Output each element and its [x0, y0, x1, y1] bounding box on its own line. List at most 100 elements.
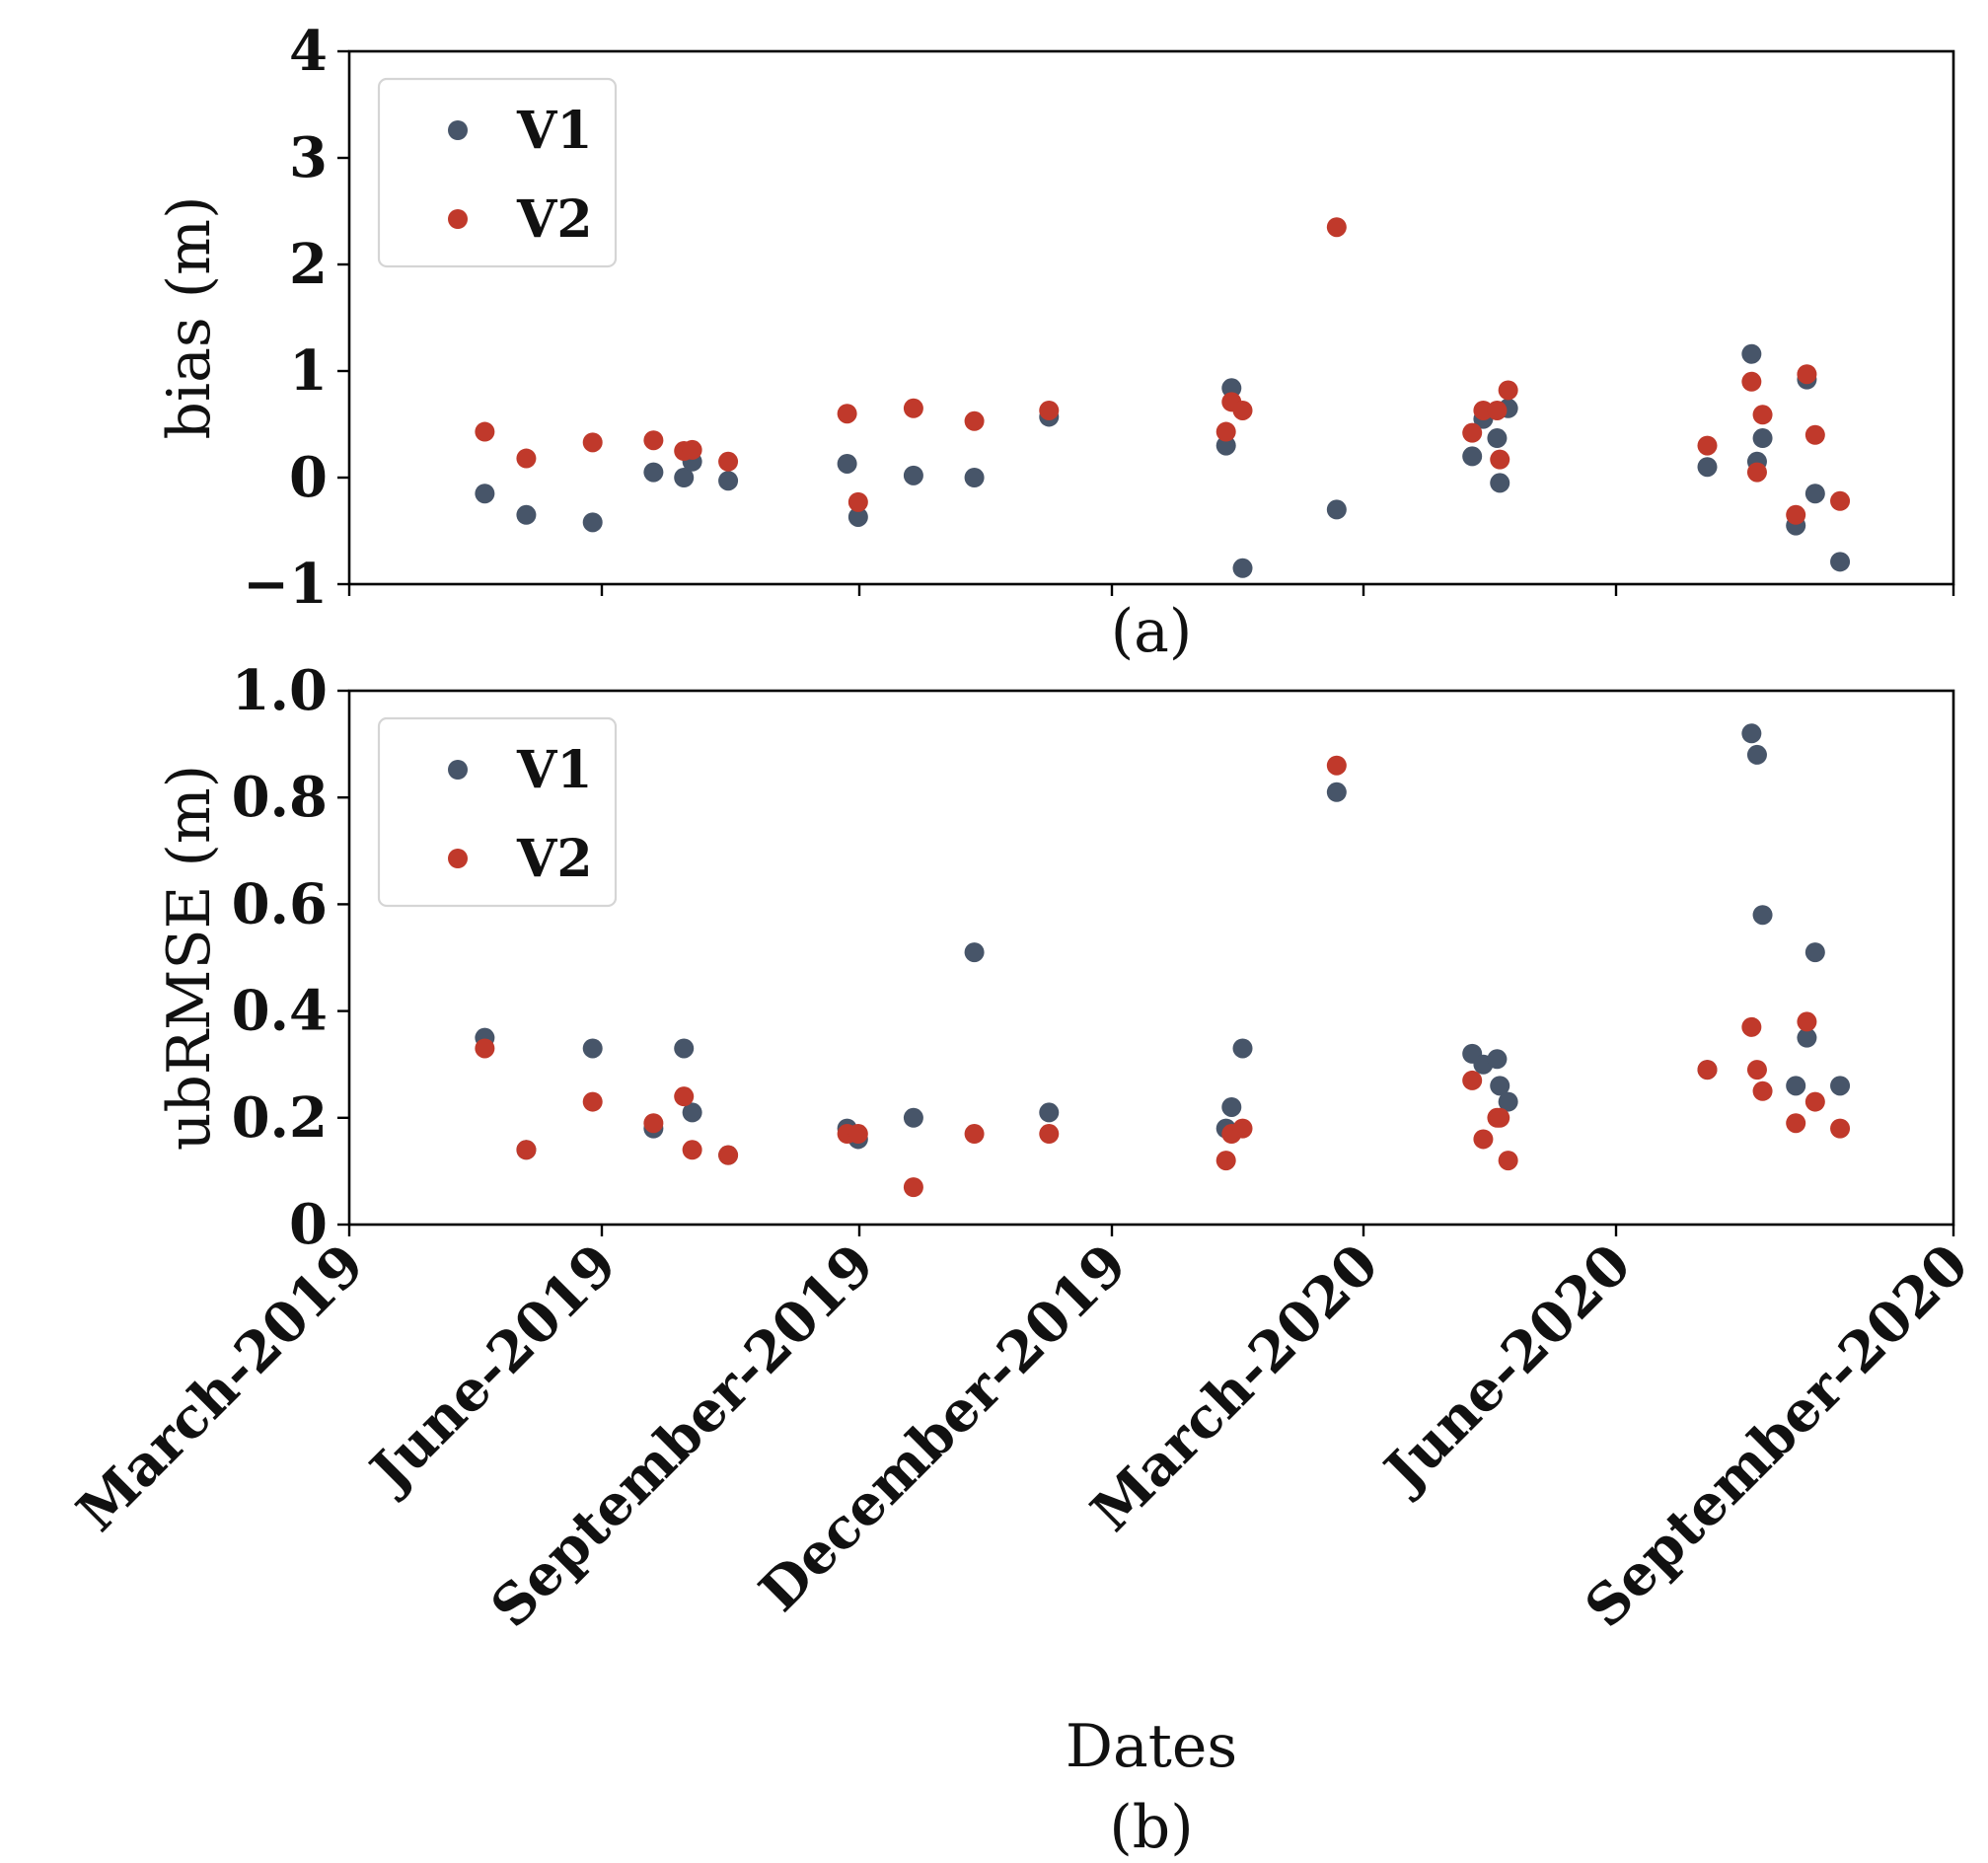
data-point — [1741, 723, 1762, 744]
data-point — [1215, 435, 1236, 456]
data-point — [1487, 1049, 1508, 1070]
data-point — [1462, 422, 1483, 443]
data-point — [1326, 499, 1347, 520]
y-tick-label: 0.2 — [232, 1085, 328, 1151]
legend-marker — [448, 760, 468, 780]
data-point — [1487, 428, 1508, 449]
data-point — [1039, 400, 1060, 420]
data-point — [1746, 462, 1767, 483]
data-point — [1752, 405, 1773, 425]
data-point — [964, 410, 985, 431]
panel-label: (a) — [1111, 597, 1193, 666]
data-point — [1232, 1038, 1253, 1059]
data-point — [1473, 400, 1494, 420]
data-point — [1786, 1113, 1806, 1134]
data-point — [964, 942, 985, 963]
y-tick-label: 1 — [289, 338, 328, 404]
data-point — [643, 430, 664, 451]
data-point — [1752, 905, 1773, 926]
y-tick-label: 3 — [289, 125, 328, 190]
data-point — [1462, 446, 1483, 467]
data-point — [1741, 371, 1762, 392]
legend-marker — [448, 120, 468, 140]
data-point — [1487, 400, 1508, 420]
data-point — [582, 1038, 603, 1059]
data-point — [674, 1086, 695, 1107]
x-tick-label: June-2019 — [355, 1231, 629, 1506]
y-tick-label: 0.8 — [232, 765, 328, 830]
data-point — [682, 1102, 702, 1123]
y-tick-label: −1 — [243, 552, 328, 617]
data-point — [674, 1038, 695, 1059]
data-point — [1490, 449, 1510, 470]
data-point — [1830, 490, 1851, 511]
data-point — [718, 1145, 739, 1165]
data-point — [582, 432, 603, 453]
data-point — [1498, 1151, 1518, 1171]
data-point — [1746, 1060, 1767, 1081]
data-point — [1797, 1011, 1817, 1032]
data-point — [1490, 473, 1510, 493]
data-point — [1697, 1060, 1718, 1081]
data-point — [903, 398, 923, 418]
y-tick-label: 0 — [289, 445, 328, 510]
legend-label: V2 — [516, 829, 593, 889]
data-point — [1830, 1118, 1851, 1139]
data-point — [1752, 1081, 1773, 1101]
legend-marker — [448, 209, 468, 229]
data-point — [1804, 1091, 1825, 1112]
data-point — [1221, 378, 1242, 399]
data-point — [582, 1091, 603, 1112]
data-point — [1473, 1129, 1494, 1150]
data-point — [682, 439, 702, 460]
data-point — [1232, 558, 1253, 578]
x-tick-label: June-2020 — [1369, 1231, 1644, 1506]
legend-label: V2 — [516, 189, 593, 250]
data-point — [1490, 1076, 1510, 1096]
data-point — [674, 468, 695, 487]
data-point — [964, 468, 985, 487]
y-tick-label: 0 — [289, 1192, 328, 1257]
data-point — [1697, 457, 1718, 478]
data-point — [1797, 1027, 1817, 1048]
series-v1 — [475, 343, 1851, 578]
data-point — [1498, 1091, 1518, 1112]
y-tick-label: 2 — [289, 232, 328, 297]
legend-label: V1 — [516, 101, 593, 161]
data-point — [1232, 400, 1253, 420]
legend-box — [377, 77, 618, 268]
data-point — [903, 465, 923, 485]
data-point — [1797, 364, 1817, 385]
data-point — [1490, 1107, 1510, 1128]
data-point — [1804, 942, 1825, 963]
data-point — [718, 451, 739, 472]
data-point — [1326, 755, 1347, 776]
y-axis-label: bias (m) — [155, 196, 224, 440]
data-point — [475, 421, 495, 442]
data-point — [1697, 435, 1718, 456]
y-tick-label: 0.4 — [232, 979, 328, 1044]
data-point — [1752, 428, 1773, 449]
data-point — [1039, 1102, 1060, 1123]
data-point — [964, 1124, 985, 1145]
data-point — [1804, 484, 1825, 504]
legend-label: V1 — [516, 740, 593, 800]
data-point — [582, 512, 603, 533]
data-point — [1232, 1118, 1253, 1139]
data-point — [643, 1113, 664, 1134]
data-point — [1741, 343, 1762, 364]
data-point — [837, 404, 857, 424]
data-point — [1804, 424, 1825, 445]
data-point — [847, 1124, 868, 1145]
data-point — [475, 1038, 495, 1059]
data-point — [1830, 552, 1851, 572]
series-v2 — [475, 755, 1851, 1198]
data-point — [1326, 217, 1347, 238]
data-point — [847, 506, 868, 527]
data-point — [516, 504, 537, 525]
data-point — [516, 1140, 537, 1160]
